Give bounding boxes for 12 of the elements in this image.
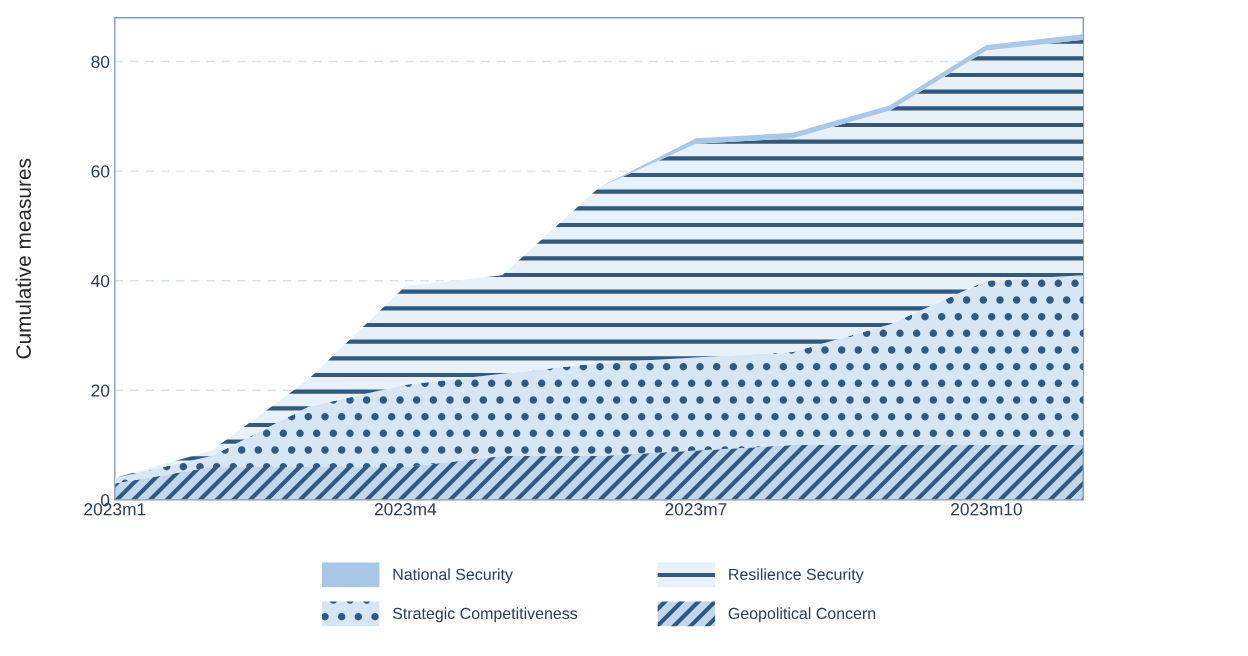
y-axis-title: Cumulative measures	[15, 158, 31, 359]
y-tick-label: 40	[91, 274, 110, 288]
x-tick-label: 2023m10	[951, 503, 1022, 516]
x-tick-label: 2023m7	[665, 503, 727, 516]
legend-label: National Security	[393, 568, 513, 584]
legend-label: Strategic Competitiveness	[392, 607, 578, 623]
x-tick-label: 2023m4	[374, 503, 437, 516]
legend-label: Resilience Security	[729, 568, 864, 584]
legend-label: Geopolitical Concern	[728, 607, 876, 623]
y-tick-label: 20	[91, 384, 110, 397]
y-tick-label: 60	[91, 165, 110, 178]
y-tick-label: 80	[91, 55, 110, 69]
